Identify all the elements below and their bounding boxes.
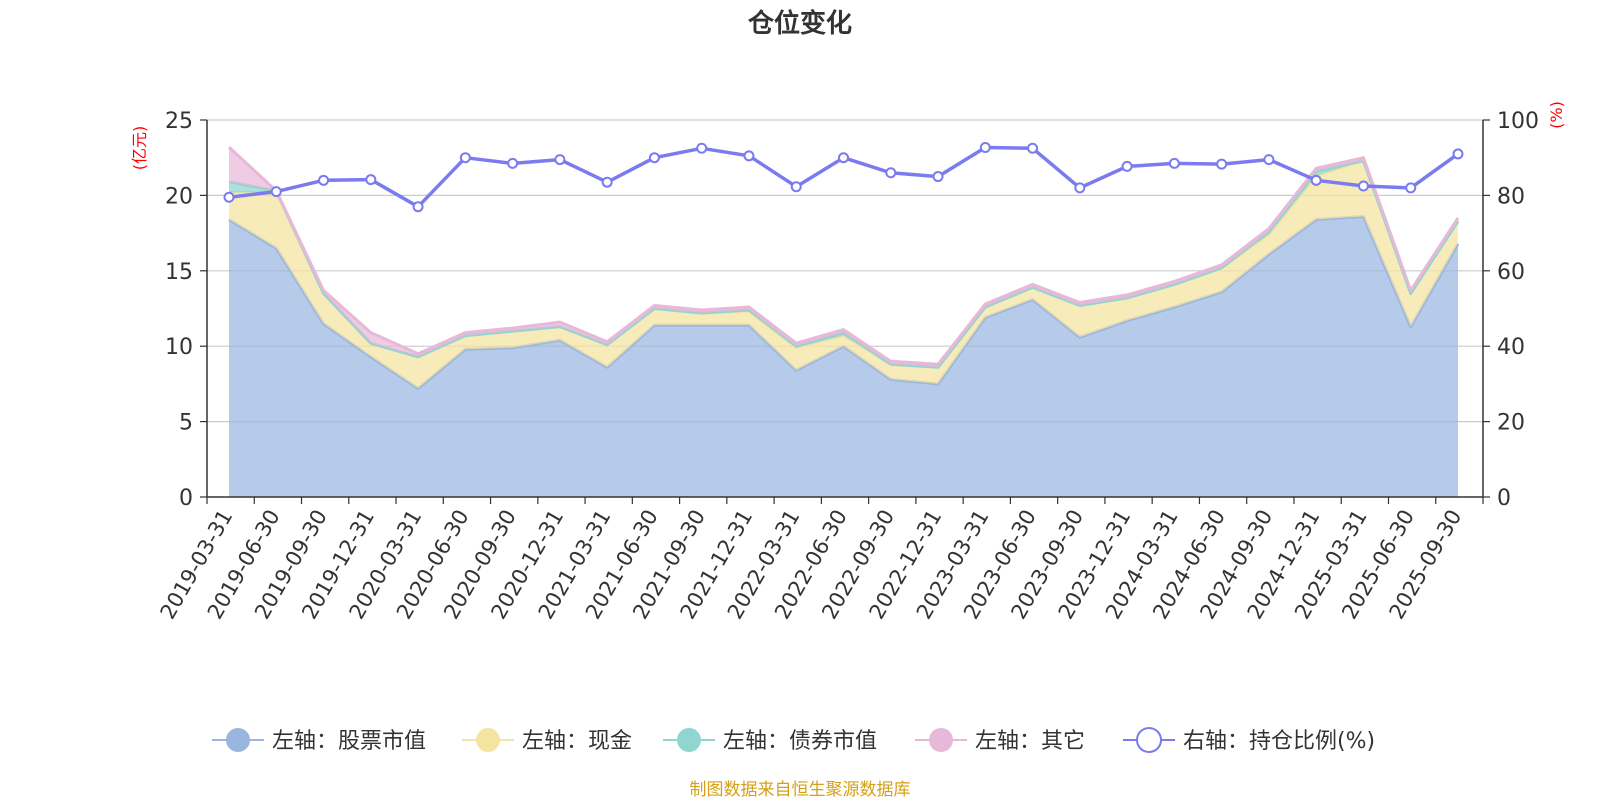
right-axis-tick-label: 0 bbox=[1497, 486, 1511, 511]
ratio-point bbox=[790, 181, 802, 193]
ratio-point bbox=[1405, 182, 1417, 194]
left-axis-tick-label: 0 bbox=[179, 486, 193, 511]
right-axis-tick-label: 60 bbox=[1497, 260, 1525, 285]
ratio-point bbox=[318, 174, 330, 186]
ratio-point bbox=[885, 167, 897, 179]
legend-label: 左轴：其它 bbox=[975, 729, 1085, 754]
right-axis-tick-label: 80 bbox=[1497, 184, 1525, 209]
ratio-point bbox=[932, 171, 944, 183]
left-axis-tick-label: 5 bbox=[179, 411, 193, 436]
legend: 左轴：股票市值 左轴：现金 左轴：债券市值 左轴：其它 右轴：持仓比例(%) bbox=[212, 727, 1375, 754]
right-axis-tick-label: 40 bbox=[1497, 335, 1525, 360]
legend-label: 左轴：债券市值 bbox=[723, 729, 877, 754]
ratio-point bbox=[1168, 157, 1180, 169]
legend-marker bbox=[226, 728, 250, 752]
ratio-point bbox=[1074, 182, 1086, 194]
right-axis-unit-label: (%) bbox=[1547, 101, 1566, 129]
legend-item-4: 左轴：其它 bbox=[915, 728, 1085, 754]
ratio-point bbox=[270, 186, 282, 198]
data-source-footer: 制图数据来自恒生聚源数据库 bbox=[690, 780, 911, 800]
ratio-line-layer bbox=[223, 142, 1464, 213]
ratio-point bbox=[1452, 148, 1464, 160]
ratio-point bbox=[1263, 154, 1275, 166]
legend-marker bbox=[476, 728, 500, 752]
area-series-1 bbox=[229, 216, 1458, 497]
ratio-point bbox=[507, 157, 519, 169]
ratio-point bbox=[1027, 142, 1039, 154]
legend-marker bbox=[929, 728, 953, 752]
legend-item-3: 左轴：债券市值 bbox=[663, 728, 877, 754]
ratio-point bbox=[1357, 180, 1369, 192]
legend-item-5: 右轴：持仓比例(%) bbox=[1123, 727, 1375, 754]
left-axis-unit-label: (亿元) bbox=[130, 126, 149, 171]
area-layer bbox=[227, 145, 1460, 497]
left-axis-tick-label: 10 bbox=[165, 335, 193, 360]
ratio-point bbox=[412, 201, 424, 213]
ratio-point bbox=[979, 142, 991, 154]
chart-title: 仓位变化 bbox=[747, 8, 852, 39]
right-axis-tick-label: 20 bbox=[1497, 411, 1525, 436]
ratio-point bbox=[223, 191, 235, 203]
area-series-2 bbox=[229, 160, 1458, 389]
ratio-point bbox=[838, 152, 849, 164]
ratio-point bbox=[1310, 174, 1322, 186]
ratio-point bbox=[1216, 158, 1228, 170]
area-series-edge-4 bbox=[227, 145, 1460, 366]
ratio-point bbox=[1121, 160, 1133, 172]
ratio-point bbox=[648, 152, 660, 164]
legend-item-2: 左轴：现金 bbox=[462, 728, 632, 754]
left-axis-tick-label: 15 bbox=[165, 260, 193, 285]
ratio-point bbox=[601, 176, 613, 188]
legend-label: 左轴：股票市值 bbox=[272, 729, 426, 754]
ratio-point bbox=[554, 154, 566, 166]
left-axis-tick-label: 25 bbox=[165, 109, 193, 134]
legend-item-1: 左轴：股票市值 bbox=[212, 728, 426, 754]
legend-label: 左轴：现金 bbox=[522, 729, 632, 754]
ratio-point bbox=[365, 174, 377, 186]
ratio-point bbox=[459, 152, 471, 164]
right-axis-tick-label: 100 bbox=[1497, 109, 1539, 134]
ratio-point bbox=[743, 150, 755, 162]
legend-marker-hollow bbox=[1136, 727, 1162, 753]
legend-label: 右轴：持仓比例(%) bbox=[1183, 729, 1375, 754]
ratio-point bbox=[696, 142, 708, 154]
legend-marker bbox=[677, 728, 701, 752]
left-axis-tick-label: 20 bbox=[165, 184, 193, 209]
